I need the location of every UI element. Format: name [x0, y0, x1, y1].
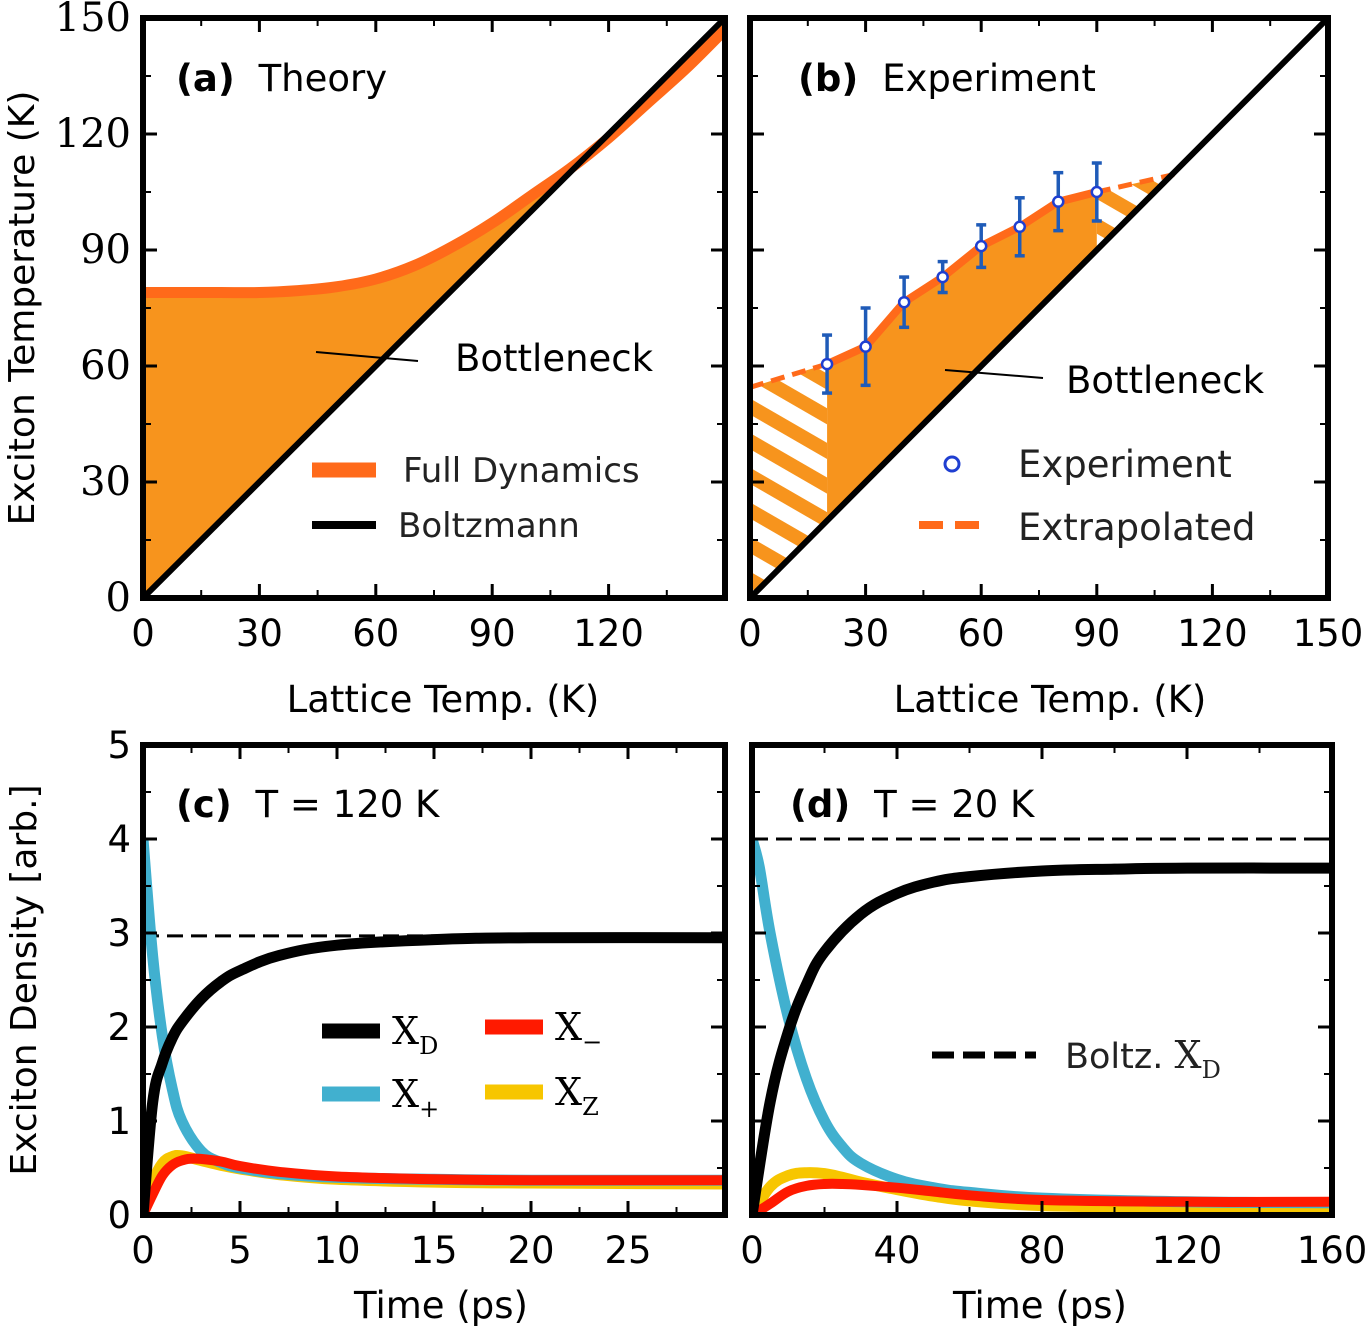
legend-experiment-label: Experiment [1018, 443, 1232, 486]
panel-c-ticks: 0 5 10 15 20 25 0 1 2 3 4 5 [107, 724, 725, 1272]
bottleneck-area [827, 192, 1097, 521]
experiment-point [974, 239, 988, 253]
x-tick-label: 0 [738, 612, 762, 655]
legend-xd-label: XD [392, 1009, 438, 1060]
x-tick-label: 0 [131, 1229, 155, 1272]
y-tick-label: 5 [107, 724, 131, 767]
x-tick-label: 90 [1073, 612, 1120, 655]
x-tick-label: 90 [469, 612, 516, 655]
x-tick-label: 120 [1152, 1229, 1223, 1272]
experiment-point [859, 340, 872, 353]
legend-boltz-xd-label: Boltz. XD [1065, 1033, 1221, 1084]
experiment-point [1090, 185, 1104, 199]
y-tick-label: 2 [107, 1006, 131, 1049]
experiment-point [820, 357, 834, 371]
panel-b-ticks: 0 30 60 90 120 150 [738, 16, 1364, 655]
x-tick-label: 60 [352, 612, 399, 655]
panel-b-xlabel: Lattice Temp. (K) [894, 678, 1207, 721]
xplus-curve [752, 837, 1332, 1209]
panel-a-tag: (a) [176, 57, 235, 100]
x-tick-label: 160 [1297, 1229, 1368, 1272]
x-tick-label: 30 [236, 612, 283, 655]
svg-text:(c) T = 120 K: (c) T = 120 K [176, 783, 441, 826]
experiment-points [820, 161, 1104, 395]
panel-d-xlabel: Time (ps) [952, 1284, 1127, 1327]
xminus-curve [143, 1153, 725, 1215]
extrapolated-line-left [750, 361, 828, 390]
boltzmann-line [750, 18, 1328, 598]
y-tick-label: 150 [55, 0, 131, 41]
x-tick-label: 150 [1293, 612, 1364, 655]
x-tick-label: 30 [842, 612, 889, 655]
svg-text:(a) Theory: (a) Theory [176, 57, 387, 100]
bottleneck-pointer [944, 369, 1044, 379]
legend-extrapolated-label: Extrapolated [1018, 506, 1256, 549]
y-tick-label: 0 [106, 575, 131, 621]
panel-b: 0 30 60 90 120 150 (b) Experiment Bottleneck … [738, 15, 1364, 721]
panel-c-tag: (c) [176, 783, 232, 826]
x-tick-label: 40 [873, 1229, 920, 1272]
x-tick-label: 5 [228, 1229, 252, 1272]
experiment-edge-line [825, 188, 1098, 368]
panel-d: 0 40 80 120 160 (d) T = 20 K Boltz. XD Time … [740, 742, 1368, 1327]
y-tick-label: 90 [80, 227, 131, 273]
x-tick-label: 15 [410, 1229, 457, 1272]
legend-xz-label: XZ [555, 1070, 599, 1121]
x-tick-label: 10 [313, 1229, 360, 1272]
x-tick-label: 20 [507, 1229, 554, 1272]
panel-d-ticks: 0 40 80 120 160 [740, 743, 1368, 1272]
panel-a-ticks: 0 30 60 90 120 0 30 60 90 120 150 [55, 0, 725, 655]
y-tick-label: 0 [107, 1194, 131, 1237]
full-dynamics-line [143, 25, 725, 299]
svg-text:(d) T = 20 K: (d) T = 20 K [790, 783, 1036, 826]
panel-d-title: T = 20 K [873, 783, 1036, 826]
y-tick-label: 60 [80, 343, 131, 389]
experiment-point [1052, 195, 1065, 208]
panel-d-tag: (d) [790, 783, 850, 826]
svg-text:(b) Experiment: (b) Experiment [798, 57, 1096, 100]
y-tick-label: 30 [80, 459, 131, 505]
panel-c-ylabel: Exciton Density [arb.] [4, 784, 45, 1175]
bottleneck-label-a: Bottleneck [455, 337, 654, 380]
bottleneck-label-b: Bottleneck [1066, 359, 1265, 402]
panel-a-xlabel: Lattice Temp. (K) [287, 678, 600, 721]
panel-c-xlabel: Time (ps) [353, 1284, 528, 1327]
panel-b-tag: (b) [798, 57, 858, 100]
boltzmann-line [143, 18, 725, 598]
x-tick-label: 80 [1018, 1229, 1065, 1272]
legend-xplus-label: X+ [392, 1072, 439, 1123]
experiment-point [897, 295, 911, 309]
x-tick-label: 0 [131, 612, 155, 655]
y-tick-label: 1 [107, 1100, 131, 1143]
xplus-curve [143, 838, 725, 1186]
experiment-point [936, 270, 949, 284]
x-tick-label: 120 [573, 612, 644, 655]
xminus-curve [752, 1178, 1332, 1215]
x-tick-label: 60 [958, 612, 1005, 655]
xd-curve [752, 862, 1332, 1215]
extrapolated-line-right [1096, 172, 1175, 195]
legend-full-dynamics-label: Full Dynamics [403, 451, 640, 491]
panel-b-title: Experiment [882, 57, 1096, 100]
xd-curve [143, 932, 725, 1215]
experiment-point [1013, 220, 1026, 234]
legend-experiment-marker [943, 455, 961, 473]
panel-c-title: T = 120 K [255, 783, 442, 826]
y-tick-label: 4 [107, 818, 131, 861]
y-tick-label: 120 [55, 111, 131, 157]
legend-boltzmann-label: Boltzmann [398, 506, 580, 546]
x-tick-label: 120 [1177, 612, 1248, 655]
panel-a-title: Theory [258, 57, 388, 100]
legend-xminus-label: X− [555, 1005, 602, 1056]
bottleneck-pointer [315, 351, 419, 362]
y-tick-label: 3 [107, 912, 131, 955]
panel-a: 0 30 60 90 120 0 30 60 90 120 150 (a) Theory Bottl… [2, 0, 728, 721]
panel-a-ylabel: Exciton Temperature (K) [2, 91, 43, 526]
x-tick-label: 25 [604, 1229, 651, 1272]
x-tick-label: 0 [740, 1229, 764, 1272]
